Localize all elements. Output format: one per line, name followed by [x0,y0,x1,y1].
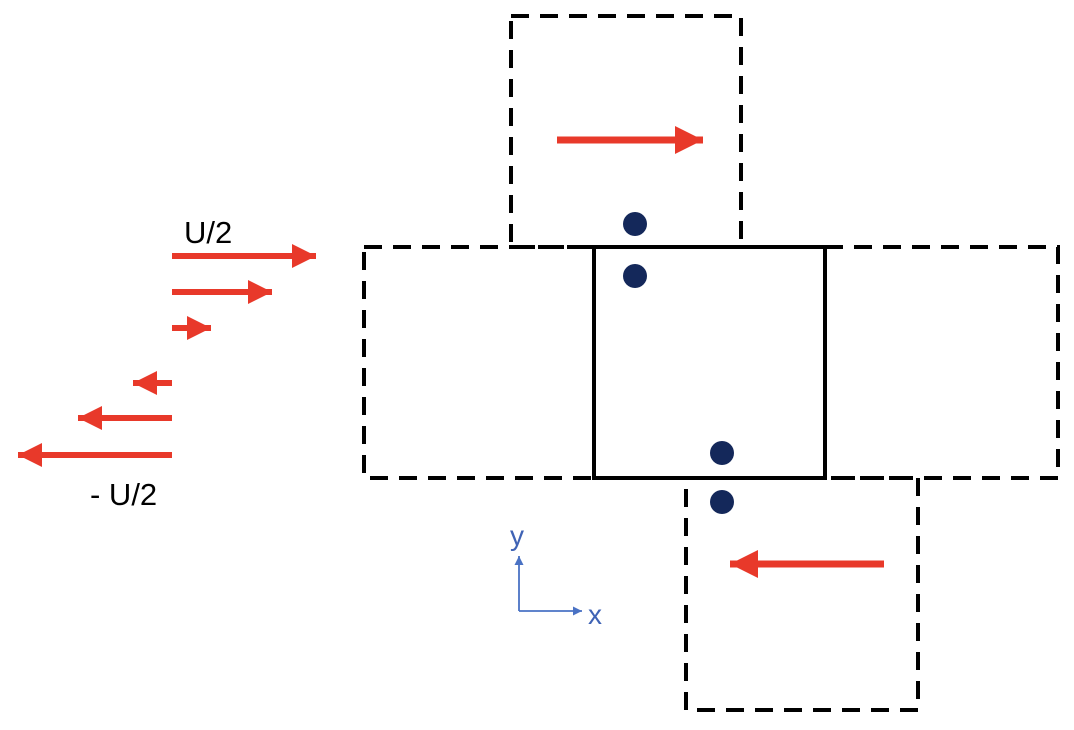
bottom-velocity-label: - U/2 [90,477,157,512]
image-cells [362,14,1060,712]
particle-top-image [623,212,647,236]
velocity-profile [17,244,316,467]
axes-indicator [514,556,582,616]
particle-top-inner [623,264,647,288]
x-axis-label: x [588,599,602,630]
particle-bottom-image [710,490,734,514]
central-cell [592,245,827,480]
right-image-cell [823,245,1060,480]
particle-bottom-inner [710,441,734,465]
particles [623,212,734,514]
y-axis-label: y [510,520,524,551]
top-image-cell [509,14,743,249]
left-image-cell [362,245,596,480]
top-velocity-label: U/2 [184,215,232,250]
